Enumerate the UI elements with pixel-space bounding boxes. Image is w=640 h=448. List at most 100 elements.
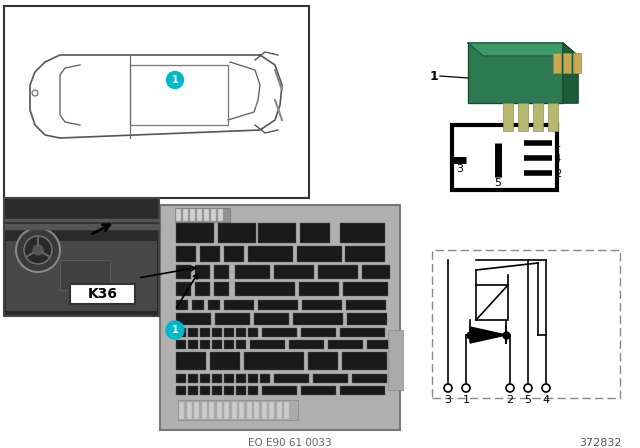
Bar — [340, 386, 385, 395]
Bar — [573, 53, 581, 73]
Circle shape — [542, 384, 550, 392]
Bar — [328, 340, 363, 349]
Bar — [200, 340, 210, 349]
Bar — [297, 246, 342, 262]
Bar — [274, 374, 309, 383]
Bar — [175, 208, 230, 222]
Circle shape — [462, 384, 470, 392]
Bar — [190, 209, 195, 221]
Bar — [224, 386, 234, 395]
Bar — [347, 313, 387, 325]
Circle shape — [32, 90, 38, 96]
Bar — [318, 265, 358, 279]
Bar — [258, 300, 298, 310]
Bar — [188, 328, 198, 337]
Bar — [188, 340, 198, 349]
Bar — [235, 265, 270, 279]
Circle shape — [444, 384, 452, 392]
Bar — [212, 328, 222, 337]
Bar — [176, 282, 191, 296]
Bar — [6, 241, 157, 311]
Bar — [215, 313, 250, 325]
Bar — [235, 282, 295, 296]
Bar — [202, 402, 207, 419]
Bar — [476, 285, 508, 320]
Bar — [204, 209, 209, 221]
Bar — [244, 352, 304, 370]
Bar — [239, 402, 244, 419]
Bar — [200, 386, 210, 395]
Bar — [176, 300, 188, 310]
Bar — [518, 103, 528, 131]
Bar — [224, 246, 244, 262]
Text: 1: 1 — [172, 75, 179, 85]
Bar — [248, 246, 293, 262]
Bar — [533, 103, 543, 131]
Bar — [345, 246, 385, 262]
Polygon shape — [30, 55, 282, 138]
Bar — [503, 103, 513, 131]
Bar — [212, 374, 222, 383]
Bar — [224, 300, 254, 310]
Bar — [186, 402, 191, 419]
Bar — [299, 282, 339, 296]
Bar — [224, 340, 234, 349]
Bar — [236, 340, 246, 349]
Circle shape — [33, 245, 43, 255]
Bar — [195, 282, 210, 296]
Circle shape — [16, 228, 60, 272]
Bar — [388, 330, 403, 390]
Bar — [236, 386, 246, 395]
Bar — [197, 262, 212, 276]
Text: 1: 1 — [429, 69, 438, 82]
Polygon shape — [468, 43, 578, 56]
Bar — [276, 402, 282, 419]
Text: EO E90 61 0033: EO E90 61 0033 — [248, 438, 332, 448]
Bar — [284, 402, 289, 419]
Bar — [224, 402, 229, 419]
Bar — [216, 402, 221, 419]
Bar — [176, 328, 186, 337]
Bar — [260, 374, 270, 383]
Polygon shape — [470, 327, 506, 343]
Bar — [262, 386, 297, 395]
Bar — [224, 328, 234, 337]
Bar — [176, 246, 196, 262]
Bar — [160, 205, 400, 430]
Bar — [218, 223, 256, 243]
Bar — [269, 402, 274, 419]
Bar — [176, 223, 214, 243]
Bar — [301, 328, 336, 337]
Bar — [176, 209, 181, 221]
Bar — [553, 53, 561, 73]
Bar — [246, 402, 252, 419]
Circle shape — [24, 236, 52, 264]
Bar — [563, 53, 571, 73]
Bar — [289, 340, 324, 349]
Bar — [367, 340, 390, 349]
Bar — [236, 328, 246, 337]
Bar — [308, 352, 338, 370]
Text: 1: 1 — [555, 139, 561, 149]
Bar — [214, 265, 229, 279]
Bar — [343, 282, 388, 296]
Circle shape — [166, 72, 184, 89]
Bar — [352, 374, 387, 383]
Bar — [262, 328, 297, 337]
Bar — [188, 374, 198, 383]
Circle shape — [524, 384, 532, 392]
Bar — [4, 6, 309, 198]
Bar — [301, 386, 336, 395]
Text: 4: 4 — [555, 154, 561, 164]
Bar — [248, 386, 258, 395]
Bar — [468, 43, 563, 103]
Bar — [342, 352, 387, 370]
Circle shape — [506, 384, 514, 392]
Bar — [70, 284, 135, 304]
Bar — [209, 402, 214, 419]
Bar — [340, 328, 385, 337]
Text: 5: 5 — [525, 395, 531, 405]
Bar — [176, 313, 211, 325]
Bar — [60, 260, 110, 290]
Bar — [4, 198, 159, 316]
